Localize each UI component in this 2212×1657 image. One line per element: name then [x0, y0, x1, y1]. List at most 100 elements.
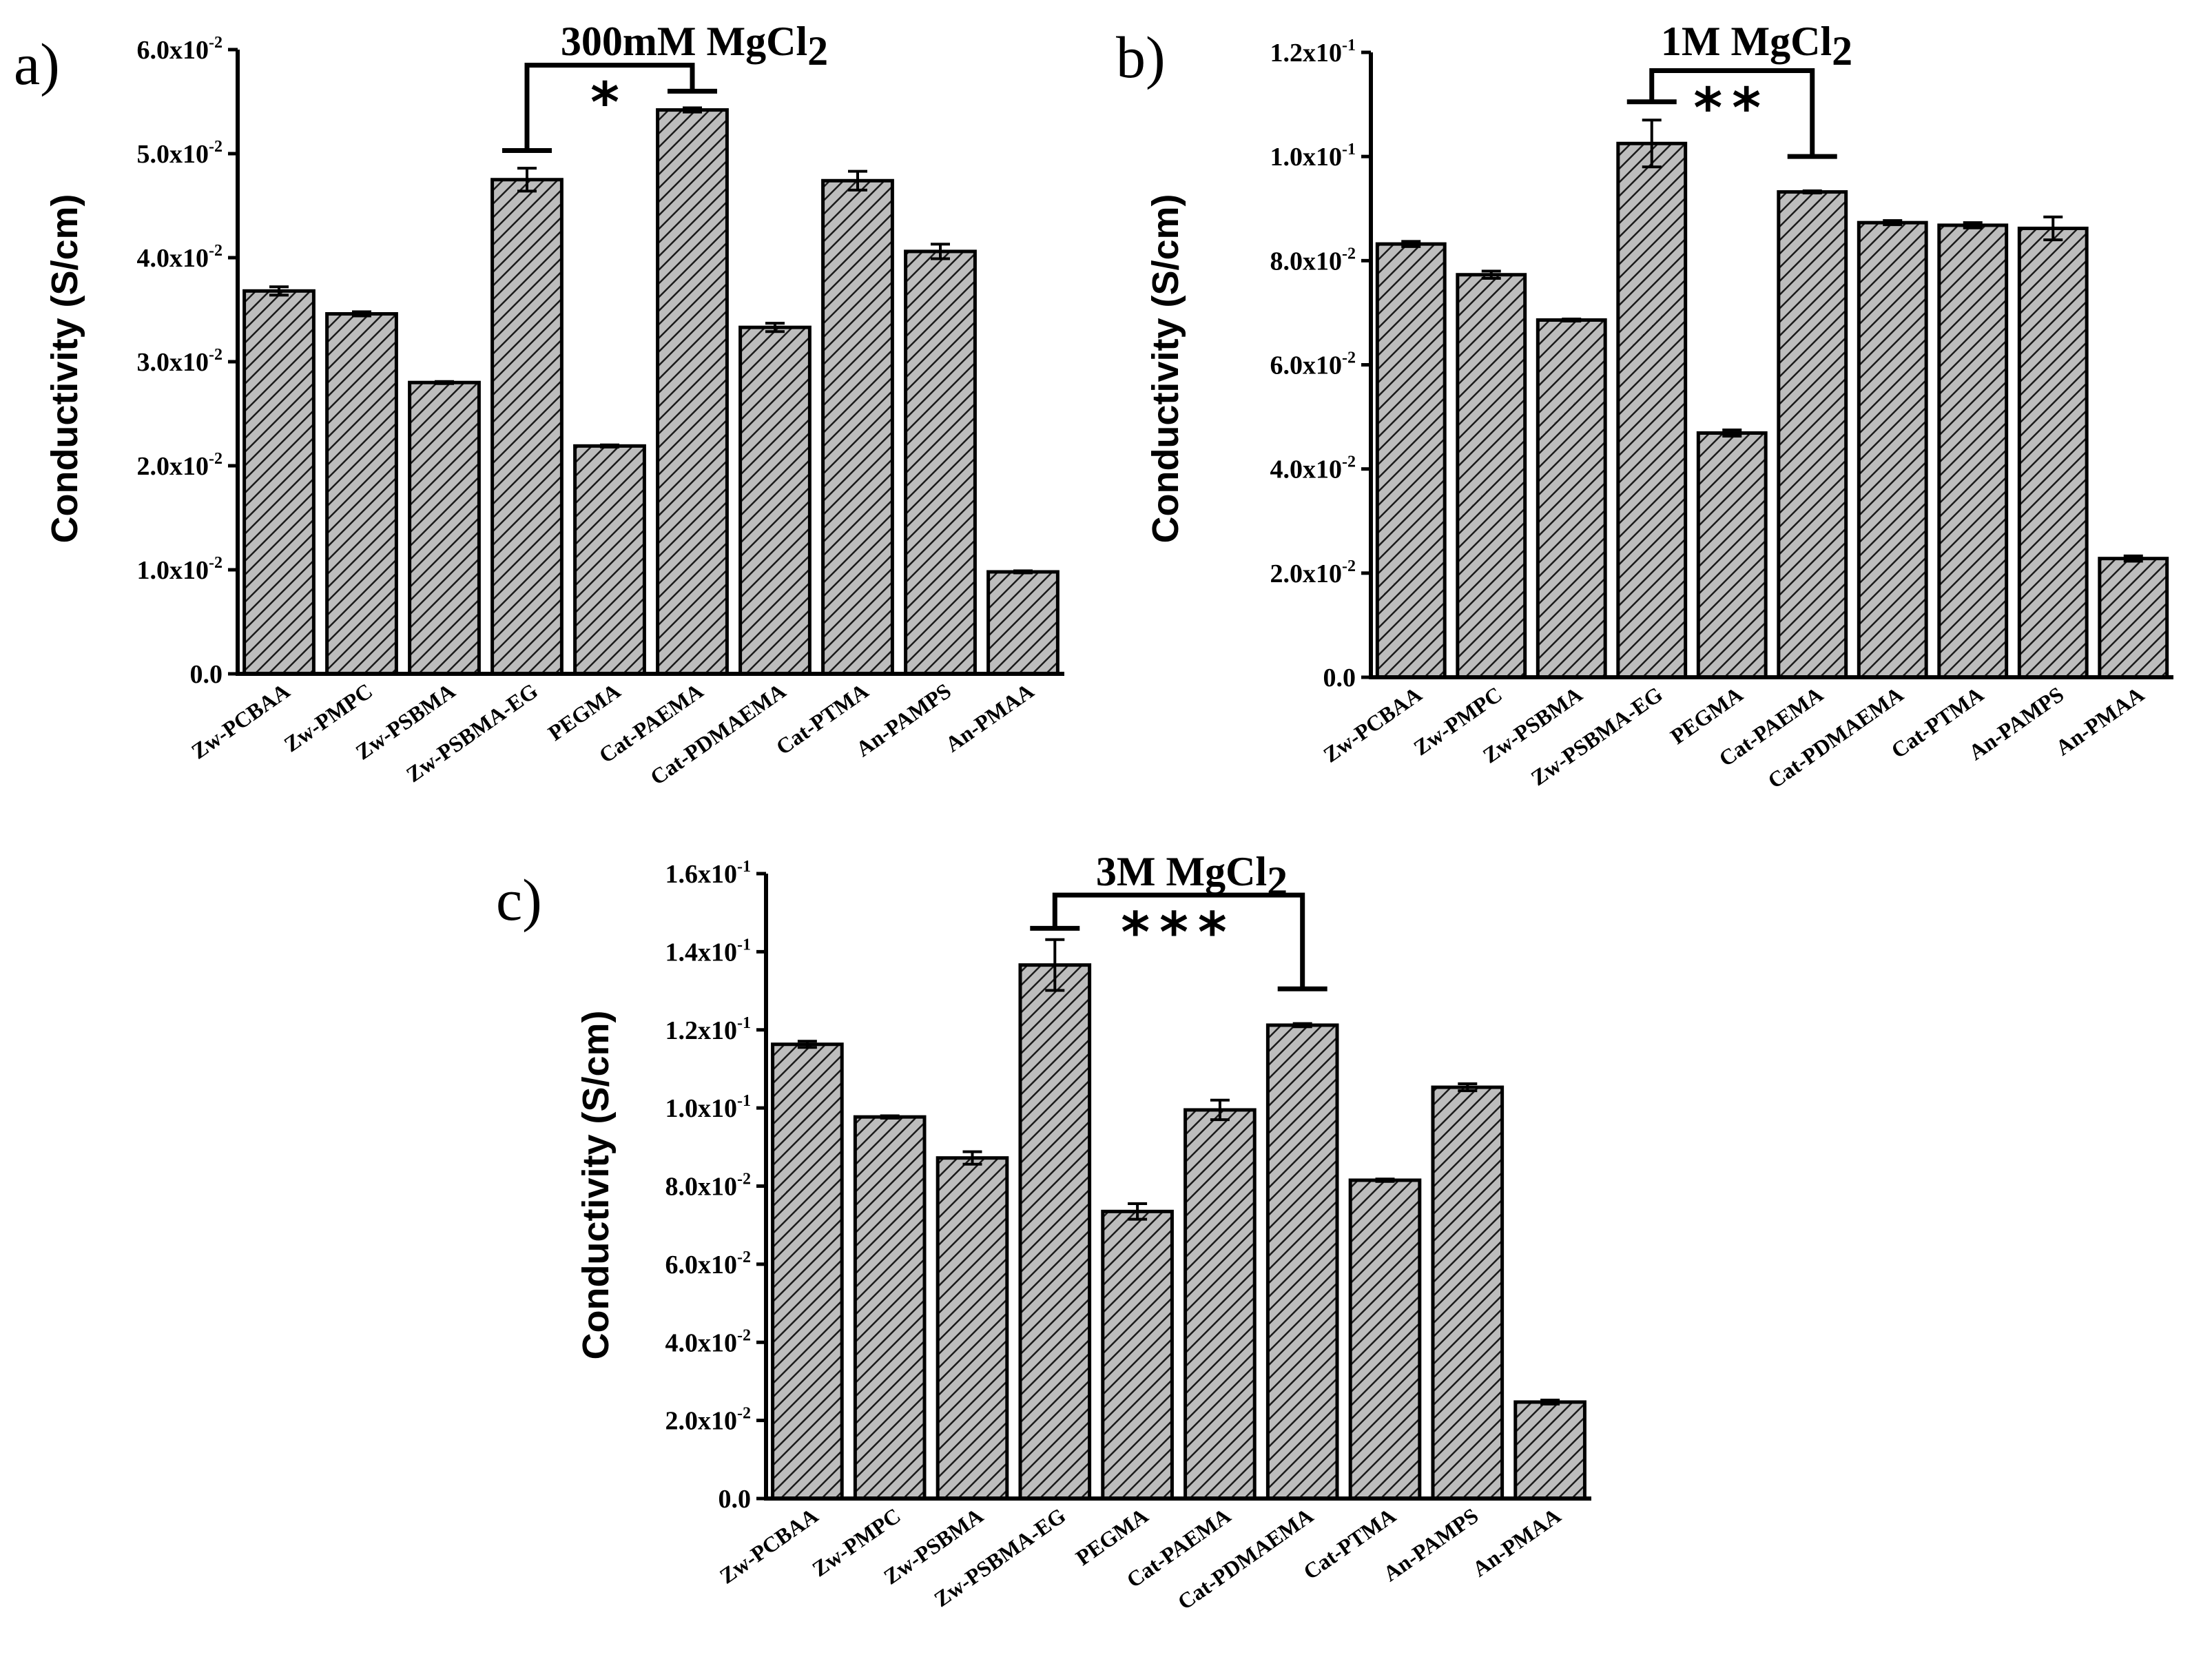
- error-bar-c-5: [1210, 1098, 1230, 1122]
- bar-c-9: [1513, 1400, 1586, 1501]
- panel-letter-b: b): [1116, 24, 1166, 90]
- y-tick-label-a-6: 6.0x10-2: [137, 34, 223, 65]
- error-bar-c-8: [1458, 1082, 1478, 1093]
- y-tick-label-a-2: 2.0x10-2: [137, 450, 223, 481]
- error-bar-a-3: [517, 167, 537, 193]
- x-tick-label-a-9: An-PMAA: [941, 678, 1038, 757]
- bar-a-4: [573, 444, 646, 676]
- error-bar-c-4: [1128, 1202, 1148, 1221]
- y-tick-label-c-2: 4.0x10-2: [665, 1326, 752, 1357]
- y-tick-label-a-1: 1.0x10-2: [137, 554, 223, 585]
- x-tick-label-b-6: Cat-PDMAEMA: [1763, 681, 1908, 793]
- chart-title-a-main: 300mM MgCl: [561, 19, 807, 64]
- error-bar-a-0: [269, 285, 289, 297]
- chart-title-b-main: 1M MgCl: [1661, 19, 1832, 64]
- bar-b-5: [1777, 190, 1848, 679]
- bar-c-2: [936, 1156, 1009, 1501]
- error-bar-a-1: [352, 310, 371, 318]
- y-tick-label-b-2: 4.0x10-2: [1270, 453, 1356, 484]
- bar-a-8: [904, 249, 977, 676]
- chart-panel-c: c) 3M MgCl2 Conductivity (S/cm) Zw-PCBAA…: [496, 849, 1591, 1614]
- bar-b-4: [1696, 431, 1768, 679]
- y-tick-label-a-4: 4.0x10-2: [137, 242, 223, 273]
- error-bar-a-2: [435, 380, 454, 385]
- chart-title-a-subscript: 2: [807, 28, 828, 74]
- error-bar-c-2: [962, 1150, 982, 1166]
- significance-label-a: *: [590, 71, 629, 135]
- y-tick-label-c-4: 8.0x10-2: [665, 1171, 752, 1202]
- error-bar-c-6: [1292, 1022, 1312, 1029]
- bar-b-2: [1536, 318, 1607, 679]
- bar-c-4: [1101, 1209, 1174, 1501]
- bar-a-1: [325, 312, 398, 676]
- chart-panel-a: a) 300mM MgCl2 Conductivity (S/cm) Zw-PC…: [14, 19, 1064, 790]
- error-bar-b-5: [1802, 189, 1822, 195]
- x-tick-label-c-9: An-PMAA: [1468, 1503, 1565, 1581]
- bar-b-8: [2017, 226, 2089, 679]
- x-tick-label-c-0: Zw-PCBAA: [715, 1503, 823, 1588]
- x-tick-label-a-0: Zw-PCBAA: [187, 678, 294, 763]
- y-tick-label-a-0: 0.0: [190, 660, 223, 689]
- bar-a-7: [821, 178, 894, 676]
- bar-b-7: [1937, 223, 2009, 679]
- chart-title-b-subscript: 2: [1832, 28, 1852, 74]
- error-bar-b-3: [1642, 119, 1662, 169]
- plot-area-b: Zw-PCBAAZw-PMPCZw-PSBMAZw-PSBMA-EGPEGMAC…: [1270, 37, 2173, 793]
- error-bar-b-6: [1883, 219, 1903, 227]
- y-axis-label-c: Conductivity (S/cm): [575, 1010, 617, 1359]
- bar-b-6: [1857, 220, 1928, 679]
- bar-a-9: [986, 570, 1060, 676]
- bar-a-6: [738, 325, 812, 676]
- error-bar-a-5: [683, 106, 702, 114]
- bar-c-3: [1018, 963, 1092, 1501]
- error-bar-a-4: [600, 443, 619, 449]
- error-bar-c-3: [1045, 938, 1065, 992]
- bar-a-0: [242, 289, 316, 676]
- significance-label-c: ***: [1121, 900, 1237, 965]
- bar-b-1: [1456, 273, 1527, 679]
- bar-b-0: [1375, 242, 1447, 679]
- bar-b-9: [2098, 557, 2169, 679]
- y-tick-label-c-0: 0.0: [719, 1485, 752, 1514]
- y-tick-label-b-5: 1.0x10-1: [1270, 141, 1356, 172]
- bar-c-6: [1265, 1023, 1339, 1501]
- y-tick-label-c-3: 6.0x10-2: [665, 1248, 752, 1279]
- bar-c-5: [1183, 1108, 1257, 1501]
- x-tick-label-b-3: Zw-PSBMA-EG: [1527, 681, 1667, 790]
- bar-a-2: [408, 380, 481, 676]
- y-tick-label-c-5: 1.0x10-1: [665, 1092, 752, 1123]
- y-axis-label-b: Conductivity (S/cm): [1145, 194, 1186, 543]
- error-bar-a-8: [931, 243, 950, 260]
- x-tick-label-a-6: Cat-PDMAEMA: [645, 678, 790, 790]
- significance-label-b: **: [1693, 76, 1770, 140]
- error-bar-b-9: [2123, 554, 2143, 563]
- error-bar-a-6: [765, 322, 785, 333]
- error-bar-b-4: [1722, 428, 1742, 438]
- error-bar-b-8: [2043, 215, 2063, 242]
- chart-title-a: 300mM MgCl2: [561, 19, 828, 74]
- error-bar-c-0: [797, 1040, 817, 1049]
- significance-bracket-c: [1030, 892, 1327, 991]
- bar-a-3: [490, 178, 564, 676]
- x-tick-label-b-0: Zw-PCBAA: [1319, 681, 1426, 767]
- y-tick-label-b-4: 8.0x10-2: [1270, 245, 1356, 276]
- error-bar-b-0: [1401, 240, 1421, 248]
- y-tick-label-a-5: 5.0x10-2: [137, 138, 223, 169]
- chart-title-b: 1M MgCl2: [1661, 19, 1852, 74]
- error-bar-b-7: [1963, 221, 1983, 229]
- bar-c-8: [1431, 1085, 1505, 1501]
- error-bar-a-7: [848, 169, 867, 192]
- bar-a-5: [656, 108, 729, 676]
- bar-c-7: [1348, 1178, 1422, 1501]
- bar-c-0: [771, 1042, 844, 1501]
- error-bar-c-9: [1540, 1399, 1560, 1406]
- chart-title-c-main: 3M MgCl: [1096, 849, 1267, 894]
- error-bar-c-7: [1375, 1177, 1395, 1183]
- error-bar-c-1: [880, 1114, 900, 1120]
- chart-panel-b: b) 1M MgCl2 Conductivity (S/cm) Zw-PCBAA…: [1116, 19, 2173, 793]
- y-axis-label-a: Conductivity (S/cm): [44, 194, 85, 543]
- error-bar-b-2: [1562, 317, 1582, 323]
